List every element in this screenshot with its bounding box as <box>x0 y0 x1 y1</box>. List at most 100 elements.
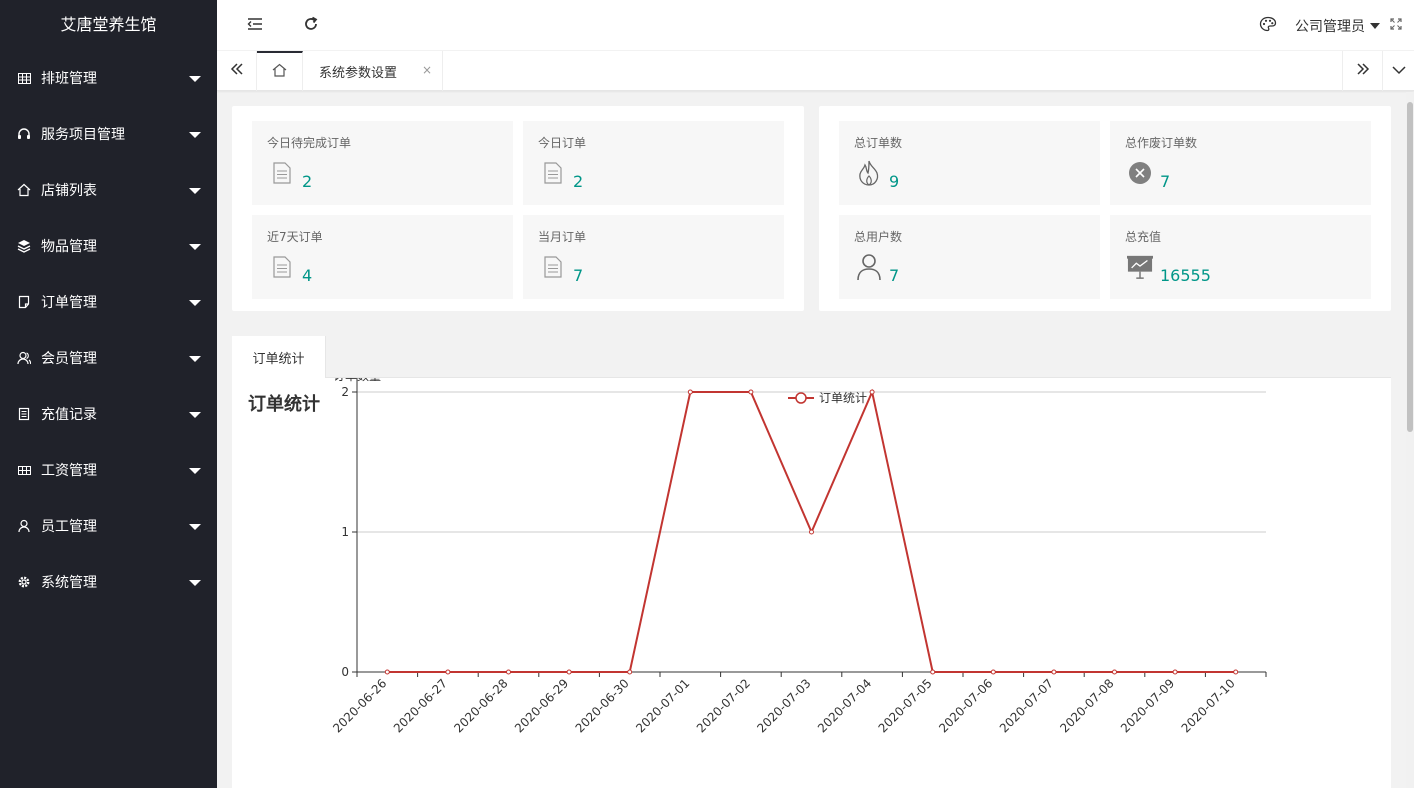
order-stats-chart: 012订单数量2020-06-262020-06-272020-06-28202… <box>330 378 1267 735</box>
sidebar: 艾唐堂养生馆 排班管理 服务项目管理 店铺列表 物品管理 订单管理 <box>0 0 217 788</box>
chevron-down-icon <box>1391 64 1406 79</box>
scrollbar-thumb[interactable] <box>1407 102 1413 432</box>
sidebar-item-scheduling[interactable]: 排班管理 <box>0 50 217 106</box>
data-point <box>566 669 572 675</box>
refresh-icon <box>303 16 319 36</box>
table-icon <box>17 463 31 477</box>
admin-menu[interactable]: 公司管理员 <box>1295 16 1380 36</box>
data-point <box>384 669 390 675</box>
x-tick-label: 2020-07-02 <box>694 676 753 735</box>
stat-title: 总用户数 <box>854 230 903 244</box>
app-logo: 艾唐堂养生馆 <box>60 15 157 34</box>
caret-down-icon <box>189 580 201 586</box>
x-tick-label: 2020-07-10 <box>1179 676 1238 735</box>
tabs-scroll-left-button[interactable] <box>217 51 257 91</box>
user-icon <box>856 253 882 281</box>
stat-card: 今日订单 2 <box>523 121 784 205</box>
sidebar-item-label: 工资管理 <box>41 463 97 479</box>
sidebar-item-label: 订单管理 <box>41 295 97 311</box>
sidebar-item-label: 系统管理 <box>41 575 97 591</box>
sidebar-item-label: 物品管理 <box>41 239 97 255</box>
tabs-scroll-right-button[interactable] <box>1342 51 1382 91</box>
data-point <box>506 669 511 675</box>
stat-value: 16555 <box>1160 266 1211 285</box>
legend-label: 订单统计 <box>819 391 867 405</box>
gear-icon <box>17 575 31 589</box>
y-tick-label: 1 <box>341 525 349 539</box>
sidebar-item-staff[interactable]: 员工管理 <box>0 498 217 554</box>
sidebar-item-label: 会员管理 <box>41 351 97 367</box>
data-point <box>809 529 814 535</box>
x-tick-label: 2020-07-01 <box>633 676 692 735</box>
refresh-button[interactable] <box>289 0 333 51</box>
note-icon <box>17 295 31 309</box>
stats-panel-orders: 今日待完成订单 2 今日订单 2 近7天订单 4 当月订单 7 <box>232 106 804 311</box>
chart-panel: 订单统计 订单统计 012订单数量2020-06-262020-06-27202… <box>232 336 1391 788</box>
y-axis-label: 订单数量 <box>333 378 381 383</box>
document-icon <box>269 253 295 281</box>
sidebar-item-members[interactable]: 会员管理 <box>0 330 217 386</box>
sidebar-toggle-button[interactable] <box>233 0 277 51</box>
x-tick-label: 2020-07-09 <box>1118 676 1177 735</box>
caret-down-icon <box>189 244 201 250</box>
list-icon <box>17 407 31 421</box>
stat-title: 总充值 <box>1125 230 1162 244</box>
sidebar-item-goods[interactable]: 物品管理 <box>0 218 217 274</box>
sidebar-item-label: 充值记录 <box>41 407 97 423</box>
tab-home[interactable] <box>257 51 303 91</box>
stat-title: 当月订单 <box>538 230 587 244</box>
scrollbar[interactable] <box>1406 92 1414 788</box>
stat-card: 今日待完成订单 2 <box>252 121 513 205</box>
layers-icon <box>17 239 31 253</box>
caret-down-icon <box>189 468 201 474</box>
sidebar-item-orders[interactable]: 订单管理 <box>0 274 217 330</box>
presentation-icon <box>1127 253 1153 281</box>
caret-down-icon <box>189 524 201 530</box>
x-tick-label: 2020-07-03 <box>754 676 813 735</box>
stat-value: 2 <box>573 172 584 191</box>
caret-down-icon <box>1370 22 1380 29</box>
data-point <box>1112 669 1117 675</box>
tabs-menu-button[interactable] <box>1382 51 1414 91</box>
stat-card: 总充值 16555 <box>1110 215 1371 299</box>
menu-fold-icon <box>247 17 263 35</box>
stat-value: 4 <box>302 266 313 285</box>
sidebar-item-system[interactable]: 系统管理 <box>0 554 217 610</box>
fire-icon <box>856 159 882 187</box>
stat-card: 当月订单 7 <box>523 215 784 299</box>
caret-down-icon <box>189 356 201 362</box>
tab-label: 系统参数设置 <box>319 65 398 81</box>
chart-title: 订单统计 <box>248 394 320 415</box>
users-icon <box>17 351 31 365</box>
admin-label: 公司管理员 <box>1295 18 1365 35</box>
stat-value: 9 <box>889 172 900 191</box>
stat-title: 今日待完成订单 <box>267 136 352 150</box>
tab-order-stats[interactable]: 订单统计 <box>232 336 326 378</box>
stat-card: 近7天订单 4 <box>252 215 513 299</box>
data-point <box>687 389 693 395</box>
stat-value: 7 <box>573 266 584 285</box>
fullscreen-icon <box>1390 17 1402 34</box>
legend-marker <box>795 392 807 404</box>
caret-down-icon <box>189 300 201 306</box>
stat-value: 7 <box>889 266 900 285</box>
fullscreen-button[interactable] <box>1390 17 1402 34</box>
stat-card: 总订单数 9 <box>839 121 1100 205</box>
theme-button[interactable] <box>1259 16 1277 36</box>
y-tick-label: 2 <box>341 385 349 399</box>
sidebar-item-label: 排班管理 <box>41 71 97 87</box>
main-content: 今日待完成订单 2 今日订单 2 近7天订单 4 当月订单 7 总订单数 9 总… <box>217 92 1406 788</box>
stat-value: 2 <box>302 172 313 191</box>
sidebar-item-services[interactable]: 服务项目管理 <box>0 106 217 162</box>
double-chevron-right-icon <box>1356 62 1370 80</box>
sidebar-item-stores[interactable]: 店铺列表 <box>0 162 217 218</box>
close-icon[interactable]: × <box>421 63 432 77</box>
top-header: 公司管理员 <box>217 0 1414 51</box>
tab-system-params[interactable]: 系统参数设置 × <box>303 51 443 91</box>
chart-tabs: 订单统计 <box>232 336 1391 378</box>
sidebar-item-salary[interactable]: 工资管理 <box>0 442 217 498</box>
sidebar-item-recharge[interactable]: 充值记录 <box>0 386 217 442</box>
stats-panel-totals: 总订单数 9 总作废订单数 7 总用户数 7 总充值 16555 <box>819 106 1391 311</box>
headset-icon <box>17 127 31 141</box>
data-point <box>1172 669 1178 675</box>
